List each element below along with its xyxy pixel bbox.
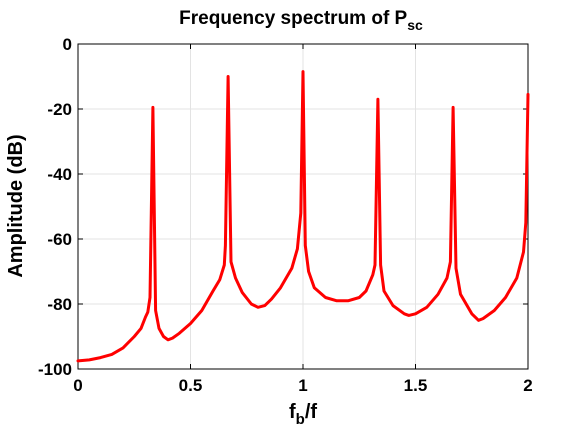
spectrum-series-line	[76, 70, 530, 363]
x-tick-label: 1.5	[404, 376, 428, 395]
y-tick-label: -100	[38, 360, 72, 379]
chart-title-subscript: sc	[407, 17, 423, 33]
series-layer	[76, 70, 530, 363]
y-tick-label: -80	[47, 295, 72, 314]
x-tick-label: 0.5	[179, 376, 203, 395]
x-axis-label-tail: /f	[305, 401, 318, 423]
x-tick-label: 2	[523, 376, 532, 395]
x-tick-label: 1	[298, 376, 307, 395]
x-tick-label: 0	[73, 376, 82, 395]
y-tick-label: -60	[47, 230, 72, 249]
chart-title: Frequency spectrum of Psc	[179, 8, 423, 33]
ticks: 0 0.5 1 1.5 2 0 -20 -40 -60 -80 -100	[38, 35, 533, 395]
y-axis-label: Amplitude (dB)	[5, 134, 27, 277]
y-tick-label: 0	[63, 35, 72, 54]
x-axis-label: fb/f	[289, 401, 317, 428]
y-tick-label: -40	[47, 165, 72, 184]
x-axis-label-subscript: b	[296, 411, 305, 428]
y-tick-label: -20	[47, 100, 72, 119]
